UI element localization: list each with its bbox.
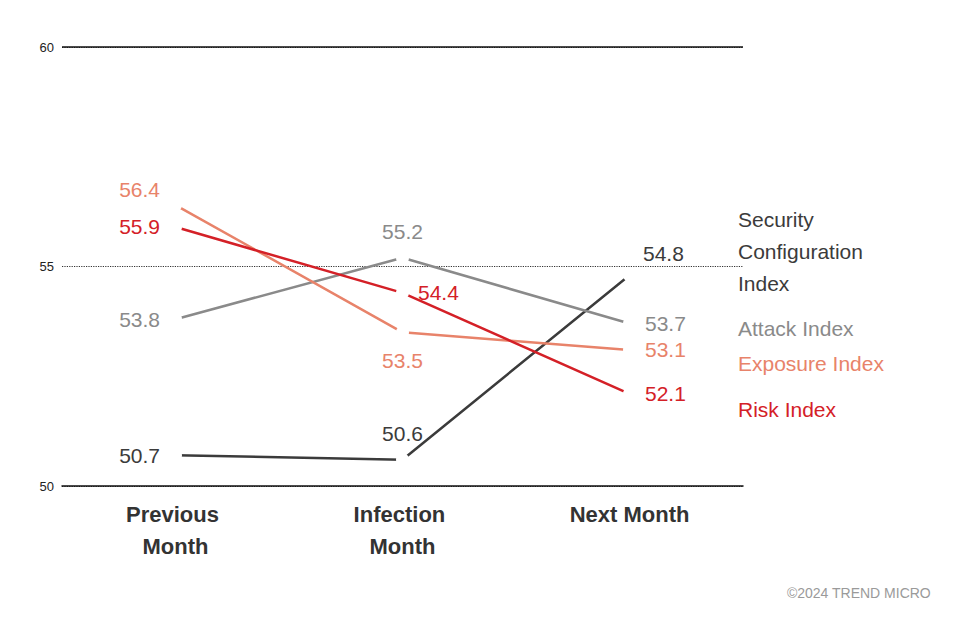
svg-text:53.1: 53.1: [645, 338, 686, 361]
svg-text:Index: Index: [738, 272, 790, 295]
svg-text:Month: Month: [143, 534, 209, 559]
svg-text:Infection: Infection: [354, 502, 452, 527]
svg-text:56.4: 56.4: [119, 178, 160, 201]
svg-text:Exposure Index: Exposure Index: [738, 352, 884, 375]
svg-text:53.7: 53.7: [645, 312, 686, 335]
svg-text:Security: Security: [738, 208, 820, 231]
svg-text:Previous: Previous: [126, 502, 225, 527]
svg-text:52.1: 52.1: [645, 382, 686, 405]
svg-text:55.2: 55.2: [382, 220, 423, 243]
svg-text:55: 55: [40, 259, 54, 274]
svg-text:50.7: 50.7: [119, 444, 160, 467]
svg-text:60: 60: [40, 40, 54, 55]
svg-text:53.5: 53.5: [382, 349, 423, 372]
svg-text:50: 50: [40, 479, 54, 494]
svg-text:54.4: 54.4: [418, 281, 459, 304]
svg-text:Month: Month: [370, 534, 436, 559]
svg-text:©2024 TREND MICRO: ©2024 TREND MICRO: [787, 585, 931, 601]
svg-text:55.9: 55.9: [119, 215, 160, 238]
svg-text:Attack Index: Attack Index: [738, 317, 854, 340]
svg-text:50.6: 50.6: [382, 422, 423, 445]
svg-text:53.8: 53.8: [119, 308, 160, 331]
svg-text:Risk Index: Risk Index: [738, 398, 837, 421]
svg-text:Configuration: Configuration: [738, 240, 869, 263]
svg-text:54.8: 54.8: [643, 242, 684, 265]
svg-text:Next Month: Next Month: [570, 502, 690, 527]
